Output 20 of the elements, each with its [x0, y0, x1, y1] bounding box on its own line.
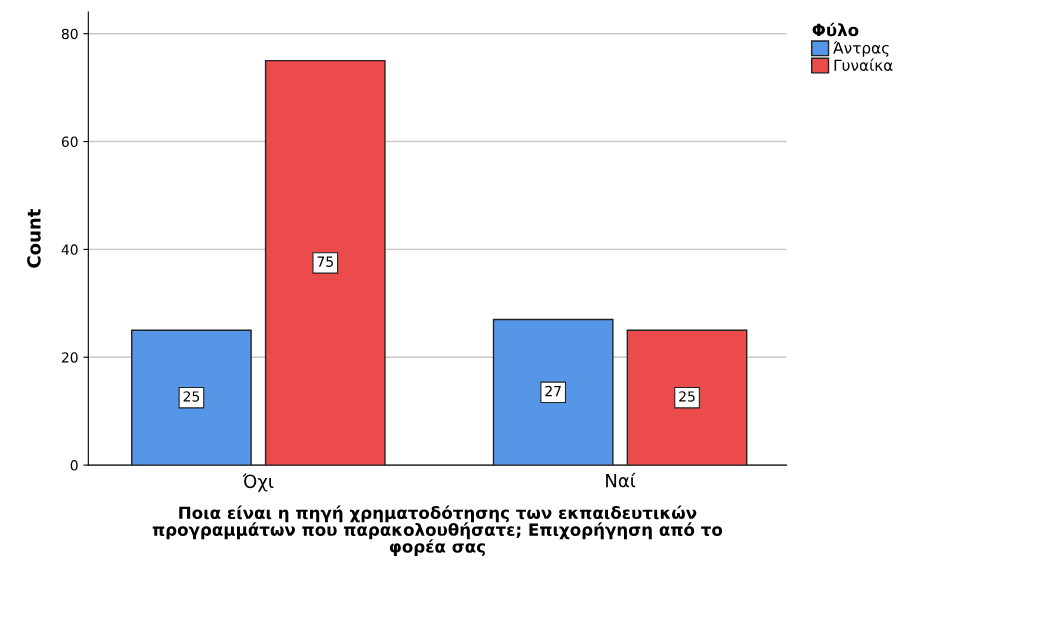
- y-tick-label: 40: [61, 244, 78, 255]
- legend-label: Γυναίκα: [834, 58, 893, 71]
- data-label: 25: [183, 391, 200, 402]
- bar: [264, 59, 386, 466]
- legend-title: Φύλο: [812, 22, 859, 37]
- bar: [492, 318, 614, 466]
- y-tick-label: 60: [61, 136, 78, 148]
- x-tick-label: Όχι: [242, 473, 274, 492]
- legend-label: Άντρας: [833, 41, 889, 57]
- y-tick-label: 20: [61, 352, 78, 363]
- y-tick-label: 0: [70, 460, 78, 471]
- bar: [626, 329, 748, 466]
- x-tick-label: Ναί: [606, 472, 636, 488]
- data-label: 25: [679, 391, 695, 402]
- data-label: 75: [317, 256, 333, 267]
- y-axis-title: Count: [27, 209, 41, 268]
- y-tick-label: 80: [61, 28, 78, 40]
- bar: [131, 329, 252, 466]
- x-axis-title: Ποια είναι η πηγή χρηματοδότησης των εκπαιδευτικών προγραμμάτων που παρακολουθήσατε; Επιχορήγηση από το φορέα σας: [152, 505, 723, 556]
- data-label: 27: [545, 385, 561, 397]
